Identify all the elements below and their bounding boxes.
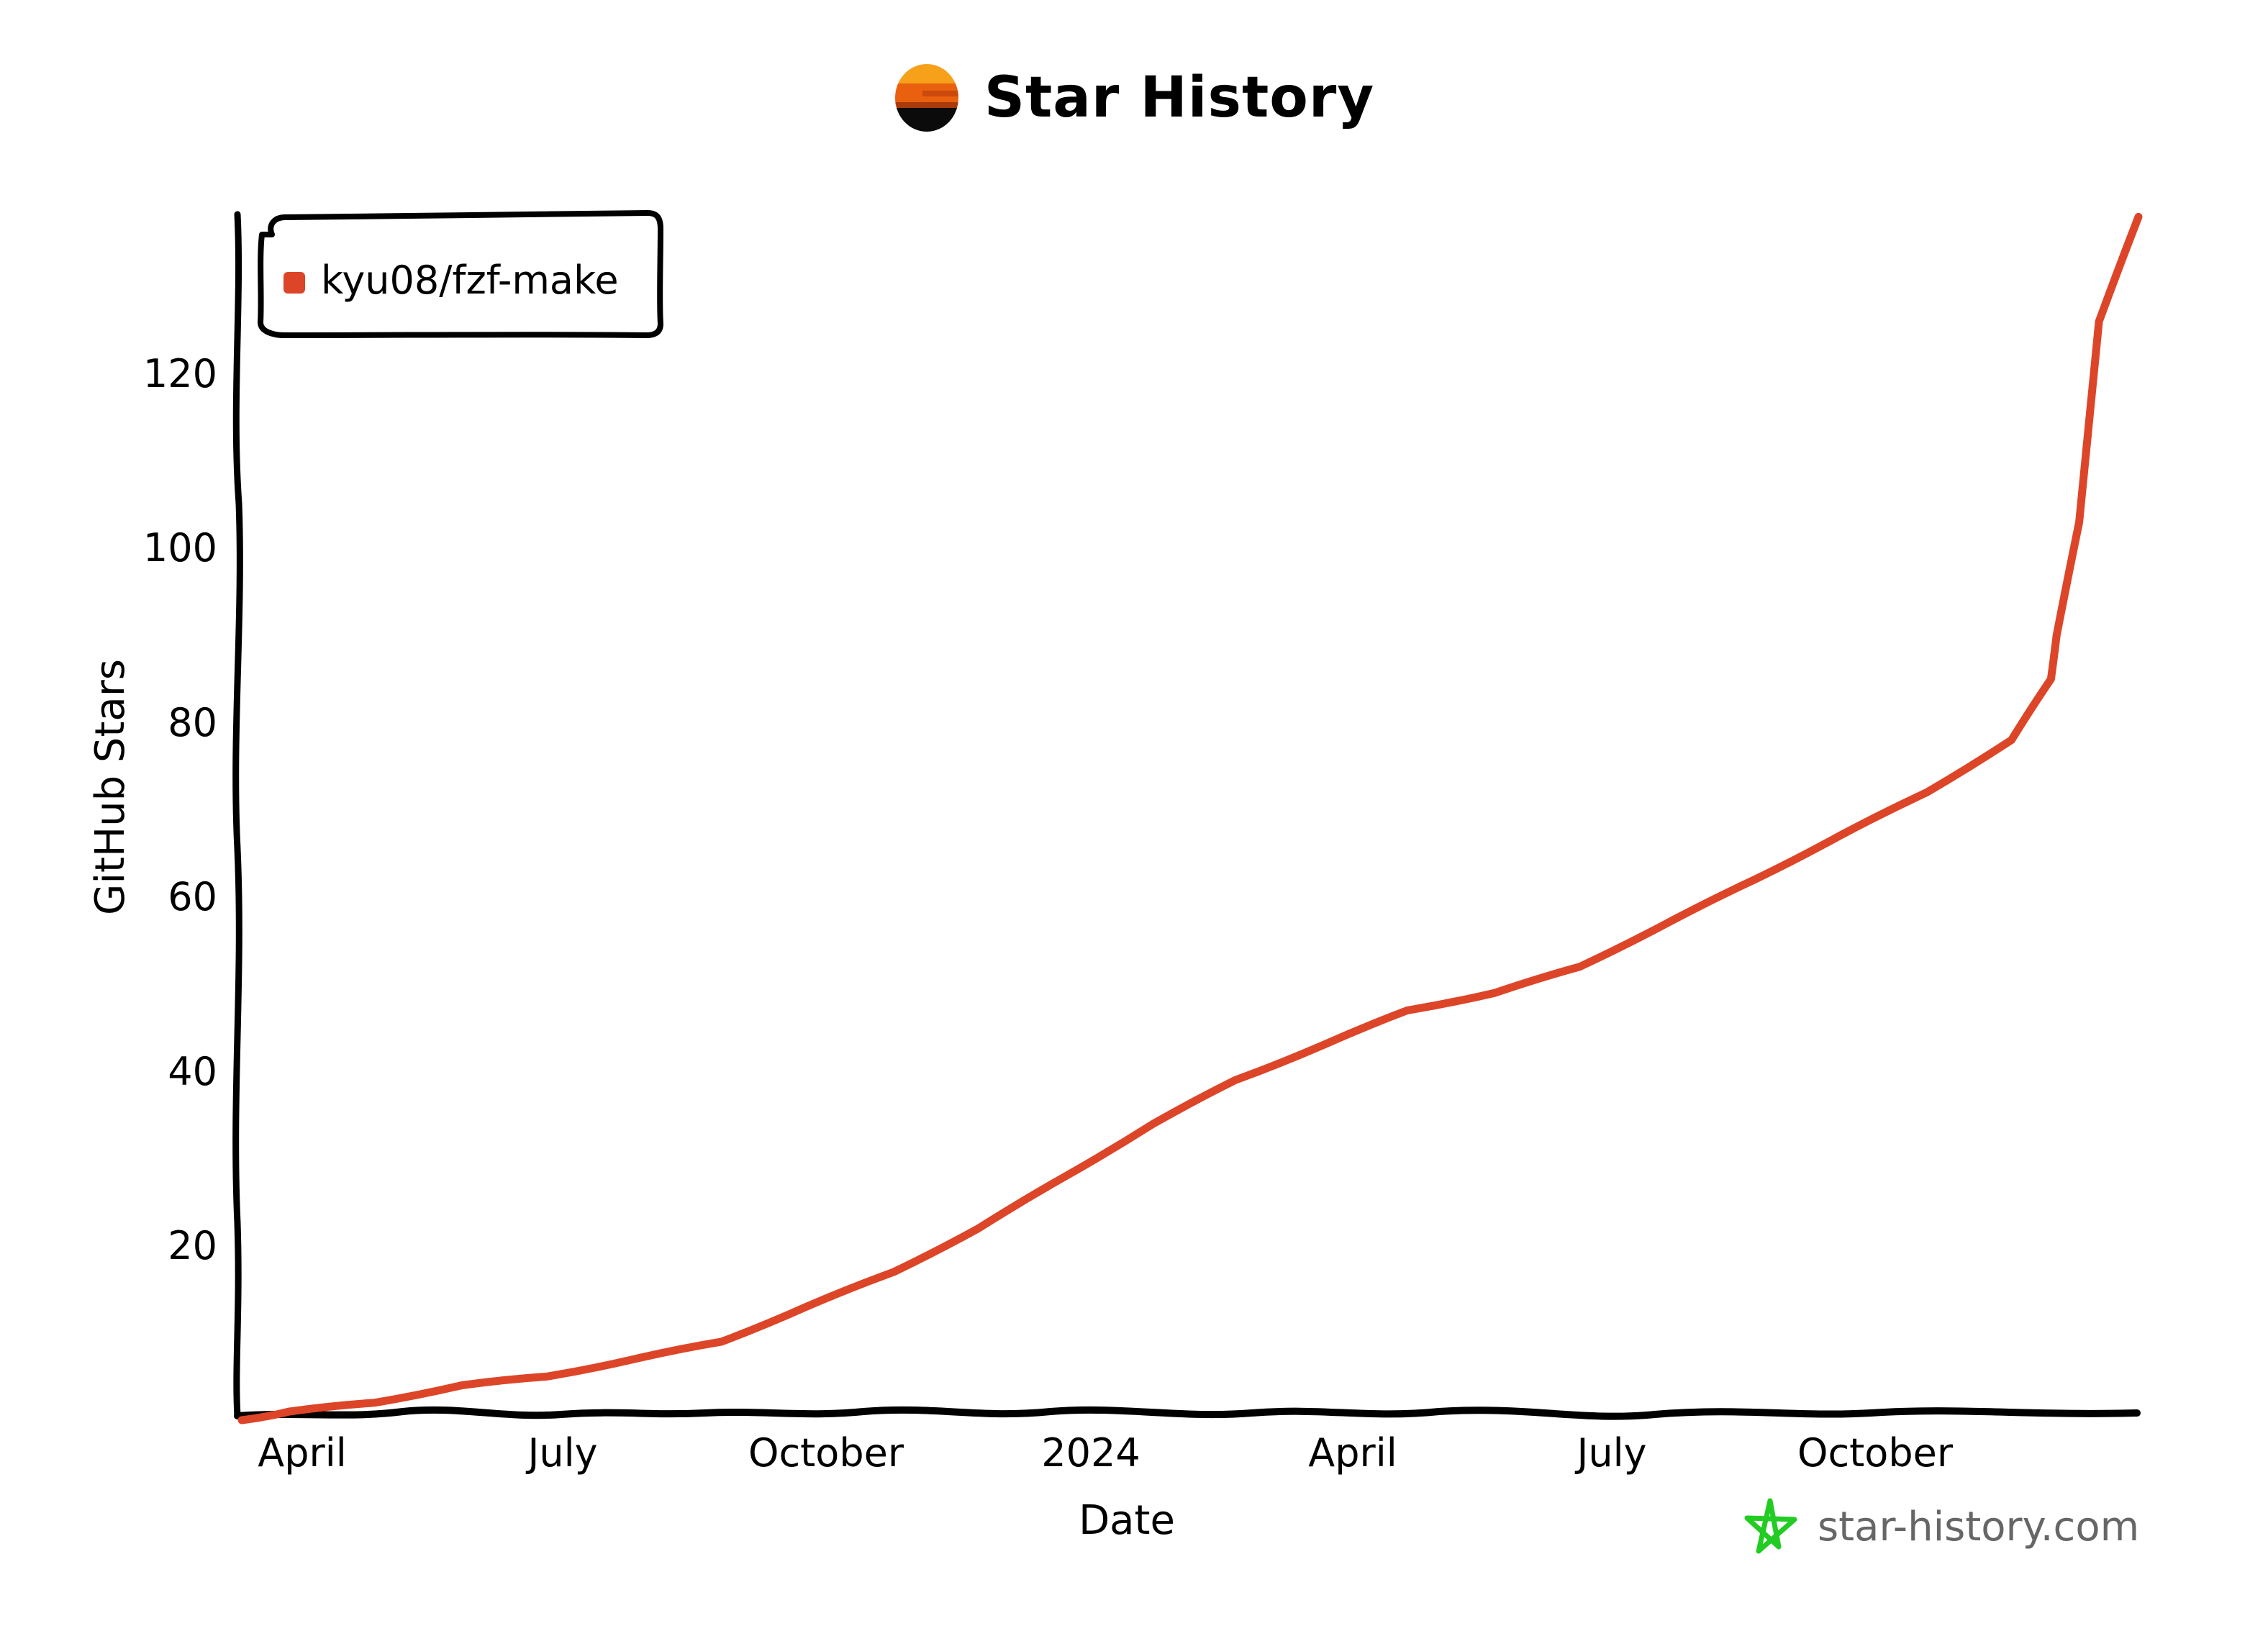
- watermark[interactable]: star-history.com: [1741, 1496, 2139, 1557]
- x-tick-label: July: [1574, 1430, 1646, 1476]
- chart-title: Star History: [984, 65, 1375, 130]
- legend-swatch: [284, 272, 305, 294]
- x-tick-label: July: [525, 1430, 597, 1476]
- y-tick-label: 40: [168, 1049, 217, 1094]
- x-axis-line: [234, 1406, 2141, 1420]
- y-tick-label: 100: [143, 525, 217, 571]
- x-tick-label: April: [258, 1430, 346, 1476]
- y-axis-line: [232, 211, 243, 1419]
- sunset-logo-icon: [894, 64, 958, 132]
- y-tick-label: 20: [168, 1223, 217, 1268]
- legend-label[interactable]: kyu08/fzf-make: [321, 258, 619, 303]
- x-axis-title: Date: [1079, 1497, 1175, 1544]
- x-tick-label: October: [1797, 1430, 1954, 1476]
- legend: kyu08/fzf-make: [258, 210, 663, 338]
- x-tick-label: 2024: [1041, 1430, 1140, 1476]
- y-axis-title: GitHub Stars: [87, 659, 134, 915]
- y-tick-label: 80: [168, 700, 217, 745]
- chart-header: Star History: [0, 63, 2268, 132]
- x-tick-label: April: [1308, 1430, 1397, 1476]
- legend-box: [258, 210, 663, 338]
- x-axis-ticks: April July October 2024 April July Octob…: [258, 1430, 1954, 1476]
- star-outline-icon: [1744, 1498, 1797, 1554]
- y-tick-label: 60: [168, 874, 217, 919]
- y-axis-ticks: 20 40 60 80 100 120: [143, 351, 217, 1268]
- x-tick-label: October: [748, 1430, 904, 1476]
- y-tick-label: 120: [143, 351, 217, 396]
- series-line-kyu08-fzf-make[interactable]: [237, 212, 2143, 1424]
- watermark-text: star-history.com: [1818, 1503, 2140, 1550]
